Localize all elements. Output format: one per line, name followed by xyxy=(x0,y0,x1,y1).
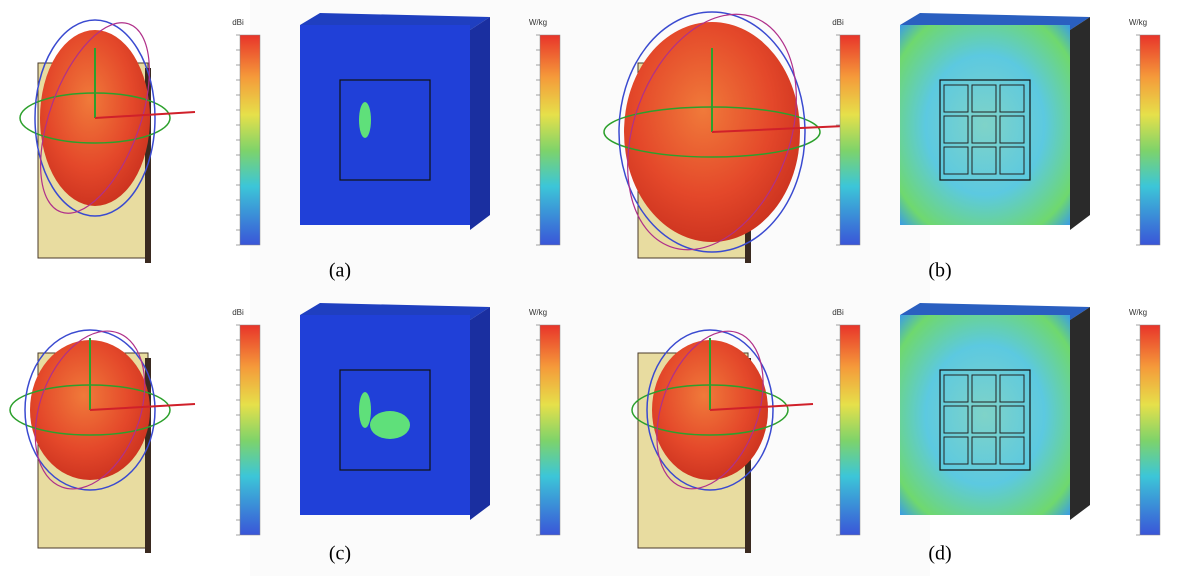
colorbar-unit: W/kg xyxy=(1129,18,1147,27)
axis-arrow xyxy=(89,403,196,411)
patch-cell xyxy=(999,146,1025,175)
panel-label: (a) xyxy=(329,260,351,282)
patch-outline xyxy=(939,79,1031,181)
substrate-edge xyxy=(145,358,151,553)
panel-label: (b) xyxy=(928,260,951,282)
axis-ring xyxy=(627,13,797,251)
hotspot xyxy=(359,102,371,138)
colorbar xyxy=(539,324,561,536)
axis-ring xyxy=(618,11,806,253)
patch-cell xyxy=(943,436,969,465)
patch-cell xyxy=(943,146,969,175)
patch-cell xyxy=(999,374,1025,403)
patch-outline xyxy=(939,369,1031,471)
panel: dBi W/kg (a) xyxy=(19,13,561,282)
colorbar xyxy=(839,324,861,536)
colorbar xyxy=(839,34,861,246)
patch-cell xyxy=(943,84,969,113)
axis-ring xyxy=(40,22,150,214)
colorbar-unit: dBi xyxy=(832,18,844,27)
box-side xyxy=(470,307,490,520)
patch-cell xyxy=(999,115,1025,144)
box-face xyxy=(900,25,1070,225)
panel: dBi W/kg (c) xyxy=(9,303,561,565)
axis-ring xyxy=(34,330,146,490)
panel-label: (d) xyxy=(928,543,951,565)
colorbar xyxy=(539,34,561,246)
patch-cell xyxy=(943,405,969,434)
colorbar xyxy=(1139,34,1161,246)
box-side xyxy=(1070,17,1090,230)
patch-cell xyxy=(971,115,997,144)
colorbar-unit: W/kg xyxy=(1129,308,1147,317)
panel: dBi W/kg (d) xyxy=(631,303,1161,565)
colorbar-unit: dBi xyxy=(832,308,844,317)
colorbar-unit: W/kg xyxy=(529,18,547,27)
hotspot xyxy=(359,392,371,428)
patch-cell xyxy=(999,84,1025,113)
patch-cell xyxy=(999,436,1025,465)
colorbar-unit: dBi xyxy=(232,308,244,317)
box-face xyxy=(900,315,1070,515)
patch-outline xyxy=(339,369,431,471)
axis-arrow xyxy=(94,111,196,119)
patch-cell xyxy=(943,115,969,144)
colorbar xyxy=(1139,324,1161,536)
box-side xyxy=(470,17,490,230)
panel-label: (c) xyxy=(329,543,351,565)
hotspot xyxy=(370,411,410,439)
axis-arrow xyxy=(711,125,846,133)
patch-cell xyxy=(999,405,1025,434)
panel: dBi W/kg (b) xyxy=(603,11,1161,282)
patch-cell xyxy=(943,374,969,403)
patch-cell xyxy=(971,374,997,403)
box-side xyxy=(1070,307,1090,520)
colorbar-unit: dBi xyxy=(232,18,244,27)
axis-arrow xyxy=(709,403,814,411)
colorbar-unit: W/kg xyxy=(529,308,547,317)
axis-ring xyxy=(656,330,764,490)
axis-ring xyxy=(646,329,774,491)
patch-outline xyxy=(339,79,431,181)
patch-cell xyxy=(971,405,997,434)
patch-cell xyxy=(971,84,997,113)
patch-cell xyxy=(971,436,997,465)
axis-ring xyxy=(24,329,156,491)
axis-ring xyxy=(34,19,156,217)
colorbar xyxy=(239,324,261,536)
box-face xyxy=(300,25,470,225)
patch-cell xyxy=(971,146,997,175)
colorbar xyxy=(239,34,261,246)
